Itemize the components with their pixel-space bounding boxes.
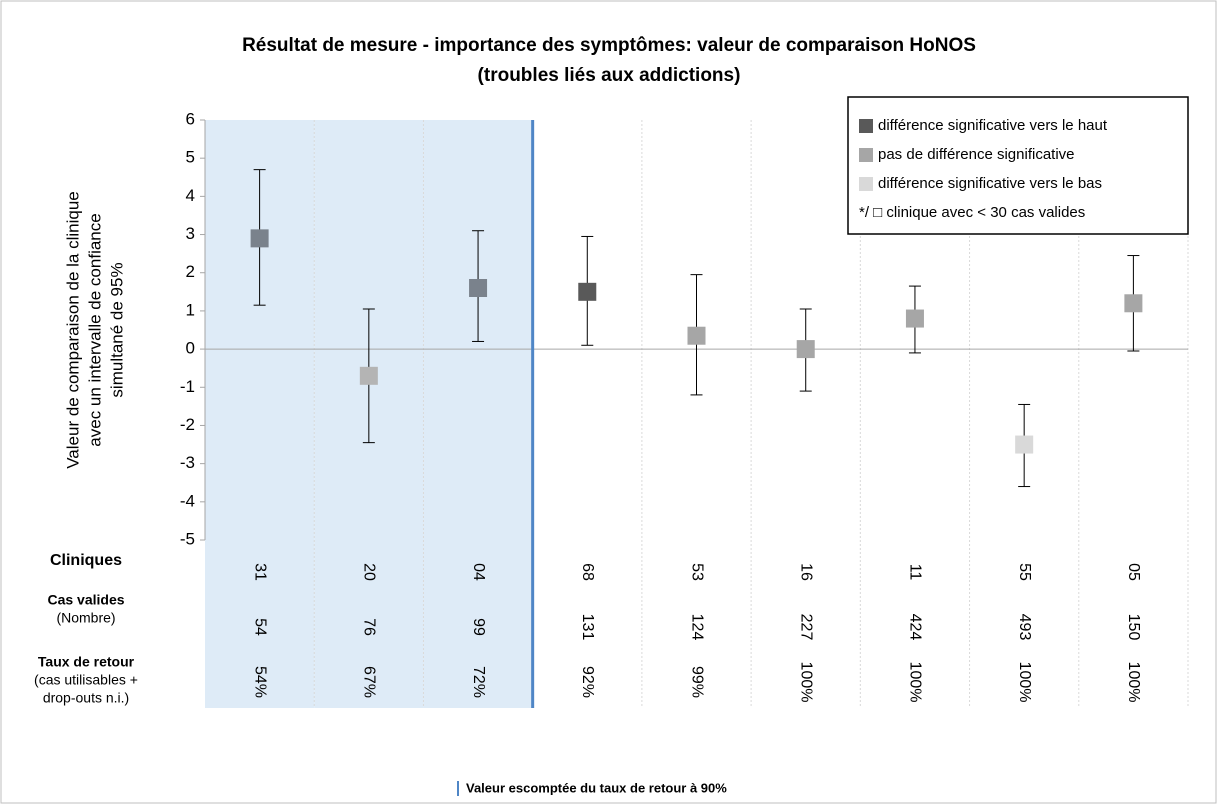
point xyxy=(687,326,706,345)
rate-group: 100% xyxy=(797,662,814,703)
rate-group: 72% xyxy=(470,666,487,698)
clinic-label: 05 xyxy=(1125,563,1142,581)
rate-group: 92% xyxy=(579,666,596,698)
y-tick-label: 0 xyxy=(186,339,195,358)
row-sublabel: drop-outs n.i.) xyxy=(43,690,129,706)
point xyxy=(1124,294,1143,313)
y-tick-label: 1 xyxy=(186,300,195,319)
row-label: Taux de retour xyxy=(38,654,135,670)
y-axis-title-line: simultané de 95% xyxy=(107,262,126,397)
cases-value: 424 xyxy=(907,614,924,641)
clinic-label: 11 xyxy=(907,564,924,581)
clinic-label: 31 xyxy=(251,563,268,581)
cases-value: 124 xyxy=(688,614,705,641)
low-rate-highlight xyxy=(423,120,533,708)
cases-group: 150 xyxy=(1125,614,1142,641)
rate-group: 54% xyxy=(251,666,268,698)
y-tick-label: 2 xyxy=(186,262,195,281)
clinic-label-group: 05 xyxy=(1125,563,1142,581)
row-label: Cas valides xyxy=(47,592,124,608)
clinic-label-group: 16 xyxy=(797,563,814,581)
cases-group: 124 xyxy=(688,614,705,641)
cases-group: 424 xyxy=(907,614,924,641)
row-label: Cliniques xyxy=(50,552,122,569)
cases-group: 131 xyxy=(579,614,596,641)
legend-label: différence significative vers le haut xyxy=(878,117,1108,134)
legend-label: pas de différence significative xyxy=(878,146,1075,163)
chart-title: (troubles liés aux addictions) xyxy=(478,65,741,86)
clinic-label-group: 11 xyxy=(907,564,924,581)
rate-value: 54% xyxy=(251,666,268,698)
clinic-label-group: 20 xyxy=(361,563,378,581)
rate-value: 100% xyxy=(1125,662,1142,703)
cases-value: 227 xyxy=(797,614,814,641)
row-sublabel: (cas utilisables + xyxy=(34,672,138,688)
y-tick-label: 4 xyxy=(186,186,195,205)
y-tick-label: -4 xyxy=(180,491,195,510)
point xyxy=(1015,435,1034,454)
clinic-label: 20 xyxy=(361,563,378,581)
y-axis-title: Valeur de comparaison de la clinique ave… xyxy=(63,191,126,469)
clinic-label-group: 31 xyxy=(251,563,268,581)
y-axis-title-line: Valeur de comparaison de la clinique xyxy=(63,191,82,469)
cases-value: 76 xyxy=(361,618,378,636)
rate-value: 67% xyxy=(361,666,378,698)
point xyxy=(250,229,269,248)
clinic-label: 55 xyxy=(1016,563,1033,581)
point xyxy=(359,366,378,385)
rate-value: 72% xyxy=(470,666,487,698)
cases-value: 99 xyxy=(470,618,487,636)
point xyxy=(796,340,815,359)
rate-value: 92% xyxy=(579,666,596,698)
clinic-label-group: 55 xyxy=(1016,563,1033,581)
cases-group: 76 xyxy=(361,618,378,636)
rate-value: 99% xyxy=(688,666,705,698)
clinic-label-group: 04 xyxy=(470,563,487,581)
legend-swatch xyxy=(859,148,873,162)
cases-value: 131 xyxy=(579,614,596,641)
clinic-label-group: 68 xyxy=(579,563,596,581)
rate-group: 100% xyxy=(1125,662,1142,703)
y-tick-label: -5 xyxy=(180,529,195,548)
cases-value: 493 xyxy=(1016,614,1033,641)
legend-box xyxy=(847,96,1189,235)
clinic-label: 16 xyxy=(797,563,814,581)
legend-label: différence significative vers le bas xyxy=(878,175,1102,192)
y-axis-title-line: avec un intervalle de confiance xyxy=(85,213,104,446)
clinic-label-group: 53 xyxy=(688,563,705,581)
footnote: Valeur escomptée du taux de retour à 90% xyxy=(466,780,727,795)
cases-group: 99 xyxy=(470,618,487,636)
cases-group: 227 xyxy=(797,614,814,641)
legend-swatch xyxy=(859,119,873,133)
rate-group: 100% xyxy=(1016,662,1033,703)
rate-value: 100% xyxy=(907,662,924,703)
rate-group: 99% xyxy=(688,666,705,698)
legend-swatch xyxy=(859,177,873,191)
y-tick-label: 5 xyxy=(186,148,195,167)
rate-group: 67% xyxy=(361,666,378,698)
row-sublabel: (Nombre) xyxy=(56,610,115,626)
cases-group: 493 xyxy=(1016,614,1033,641)
point xyxy=(905,309,924,328)
cases-group: 54 xyxy=(251,618,268,636)
y-tick-label: -1 xyxy=(180,377,195,396)
cases-value: 150 xyxy=(1125,614,1142,641)
y-tick-label: -3 xyxy=(180,453,195,472)
clinic-label: 04 xyxy=(470,563,487,581)
y-tick-label: -2 xyxy=(180,415,195,434)
y-tick-label: 3 xyxy=(186,224,195,243)
clinic-label: 53 xyxy=(688,563,705,581)
chart-title: Résultat de mesure - importance des symp… xyxy=(242,35,976,56)
rate-value: 100% xyxy=(1016,662,1033,703)
legend-note: */ □ clinique avec < 30 cas valides xyxy=(859,204,1085,221)
clinic-label: 68 xyxy=(579,563,596,581)
point xyxy=(469,279,488,297)
point xyxy=(578,282,597,301)
rate-value: 100% xyxy=(797,662,814,703)
rate-group: 100% xyxy=(907,662,924,703)
y-tick-label: 6 xyxy=(186,109,195,128)
cases-value: 54 xyxy=(251,618,268,636)
